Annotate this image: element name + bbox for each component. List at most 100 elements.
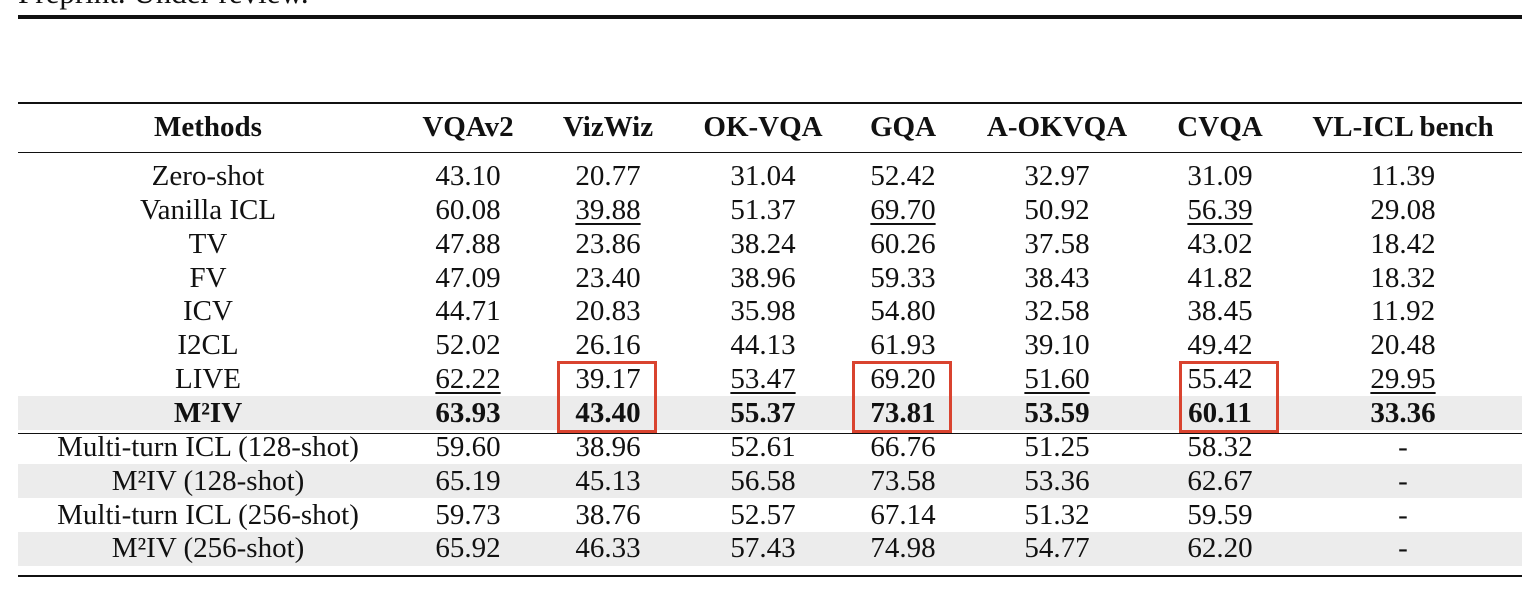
cell-value: 56.39 (1187, 193, 1253, 226)
cell-value: 11.92 (1370, 295, 1436, 328)
method-name: TV (188, 227, 228, 260)
mid-rule (18, 433, 1522, 434)
cell-value: 43.02 (1187, 227, 1253, 260)
cell-value: 38.43 (1024, 261, 1090, 294)
cell-value: 51.60 (1024, 363, 1090, 396)
cell-value: - (1398, 464, 1408, 497)
cell-value: 38.24 (730, 227, 796, 260)
cell-value: 60.26 (870, 227, 936, 260)
cell-value: 69.70 (870, 193, 936, 226)
method-name: Vanilla ICL (139, 193, 277, 226)
cell-value: 47.09 (435, 261, 501, 294)
cell-value: 54.77 (1024, 532, 1090, 565)
cell-value: 50.92 (1024, 193, 1090, 226)
cell-value: 62.22 (435, 363, 501, 396)
cell-value: 53.47 (730, 363, 796, 396)
bottom-rule (18, 575, 1522, 577)
cell-value: 65.92 (435, 532, 501, 565)
cell-value: 57.43 (730, 532, 796, 565)
cell-value: 18.42 (1370, 227, 1436, 260)
column-header: GQA (869, 111, 937, 143)
cell-value: 32.58 (1024, 295, 1090, 328)
cell-value: 46.33 (575, 532, 641, 565)
cell-value: 38.96 (575, 430, 641, 463)
cell-value: 52.42 (870, 160, 936, 192)
cell-value: 39.17 (575, 363, 641, 396)
method-name: M²IV (173, 396, 243, 429)
cell-value: 32.97 (1024, 160, 1090, 192)
top-rule (18, 102, 1522, 104)
cell-value: 18.32 (1370, 261, 1436, 294)
cell-value: 69.20 (870, 363, 936, 396)
cell-value: 20.77 (575, 160, 641, 192)
cell-value: - (1398, 430, 1408, 463)
cell-value: 55.42 (1187, 363, 1253, 396)
cell-value: 55.37 (730, 396, 796, 429)
cell-value: 20.48 (1370, 329, 1436, 362)
cell-value: 59.59 (1187, 498, 1253, 531)
cell-value: 35.98 (730, 295, 796, 328)
row-shade (18, 464, 1522, 499)
cell-value: 52.57 (730, 498, 796, 531)
method-name: I2CL (177, 329, 239, 362)
cell-value: 59.73 (435, 498, 501, 531)
cell-value: 43.40 (575, 396, 641, 429)
column-header: Methods (154, 111, 262, 143)
cell-value: 54.80 (870, 295, 936, 328)
cell-value: 23.86 (575, 227, 641, 260)
column-header: A-OKVQA (986, 111, 1128, 143)
cell-value: 52.61 (730, 430, 796, 463)
cell-value: 51.32 (1024, 498, 1090, 531)
cell-value: 31.04 (730, 160, 796, 192)
cell-value: 26.16 (575, 329, 641, 362)
cell-value: 59.60 (435, 430, 501, 463)
method-name: M²IV (256-shot) (111, 532, 305, 565)
row-shade (18, 531, 1522, 566)
cell-value: 44.71 (435, 295, 501, 328)
cell-value: 60.08 (435, 193, 501, 226)
method-name: M²IV (128-shot) (111, 464, 305, 497)
cell-value: 23.40 (575, 261, 641, 294)
row-shade (18, 396, 1522, 431)
cell-value: 38.76 (575, 498, 641, 531)
cell-value: 73.58 (870, 464, 936, 497)
cell-value: 62.67 (1187, 464, 1253, 497)
cell-value: 45.13 (575, 464, 641, 497)
cell-value: 47.88 (435, 227, 501, 260)
cell-value: 52.02 (435, 329, 501, 362)
cell-value: 53.36 (1024, 464, 1090, 497)
cell-value: - (1398, 498, 1408, 531)
header-rule (18, 15, 1522, 19)
cell-value: 60.11 (1188, 396, 1252, 429)
running-title: Preprint. Under review. (18, 0, 309, 10)
cell-value: 51.25 (1024, 430, 1090, 463)
cell-value: 51.37 (730, 193, 796, 226)
cell-value: 31.09 (1187, 160, 1253, 192)
cell-value: 67.14 (870, 498, 936, 531)
cell-value: 66.76 (870, 430, 936, 463)
cell-value: 62.20 (1187, 532, 1253, 565)
column-header: VL-ICL bench (1312, 111, 1494, 143)
highlight-box (557, 361, 657, 433)
cell-value: 61.93 (870, 329, 936, 362)
cell-value: 29.95 (1370, 363, 1436, 396)
cell-value: 53.59 (1024, 396, 1090, 429)
cell-value: 37.58 (1024, 227, 1090, 260)
method-name: ICV (183, 295, 233, 328)
method-name: LIVE (174, 363, 242, 396)
cell-value: 20.83 (575, 295, 641, 328)
cell-value: 74.98 (870, 532, 936, 565)
cell-value: 63.93 (435, 396, 501, 429)
cell-value: 11.39 (1370, 160, 1436, 192)
cell-value: 41.82 (1187, 261, 1253, 294)
cell-value: 33.36 (1370, 396, 1436, 429)
column-header: OK-VQA (703, 111, 823, 143)
column-header: VQAv2 (422, 111, 514, 143)
mid-rule (18, 152, 1522, 153)
method-name: Multi-turn ICL (128-shot) (57, 430, 359, 463)
highlight-box (1179, 361, 1279, 433)
cell-value: 73.81 (870, 396, 936, 429)
column-header: VizWiz (562, 111, 654, 143)
cell-value: 39.10 (1024, 329, 1090, 362)
